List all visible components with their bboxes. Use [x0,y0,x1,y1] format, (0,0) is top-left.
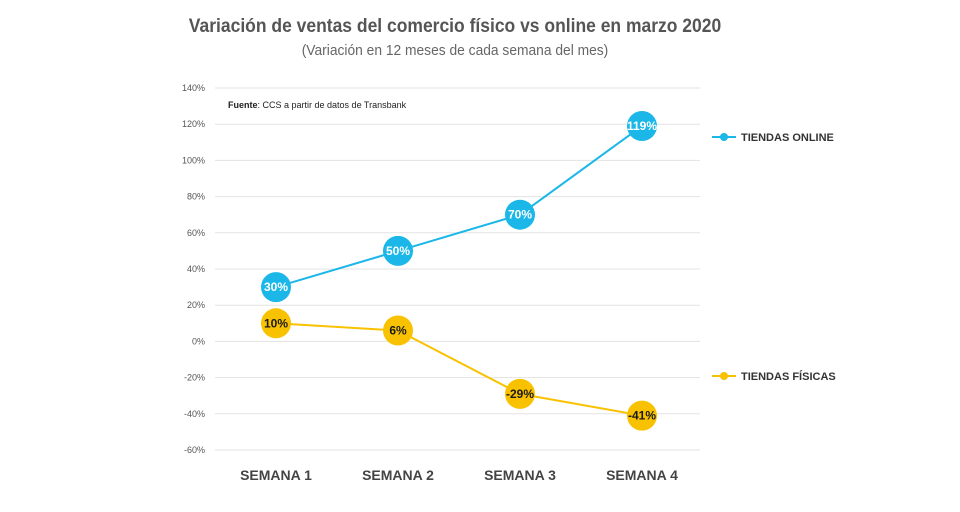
y-tick-label: 0% [192,336,205,346]
y-tick-label: -60% [184,445,205,455]
data-label: 10% [264,316,288,330]
y-axis: 140% 120% 100% 80% 60% 40% 20% 0% -20% -40% -60% [182,83,205,455]
y-tick-label: 140% [182,83,205,93]
data-point [383,235,413,266]
source-text: : CCS a partir de datos de Transbank [258,100,407,110]
data-label: 70% [508,208,532,222]
x-tick-label: SEMANA 1 [240,467,312,483]
data-point [627,111,657,142]
x-tick-label: SEMANA 4 [606,467,678,483]
y-tick-label: 120% [182,119,205,129]
source-note: Fuente: CCS a partir de datos de Transba… [228,100,407,110]
x-tick-label: SEMANA 3 [484,467,556,483]
legend: TIENDAS ONLINE TIENDAS FÍSICAS [712,132,836,383]
legend-label: TIENDAS FÍSICAS [741,370,836,383]
source-label: Fuente [228,100,258,110]
gridlines [215,87,700,451]
x-tick-label: SEMANA 2 [362,467,434,483]
data-point [505,378,535,409]
data-point [383,315,413,346]
y-tick-label: 100% [182,155,205,165]
series-line [275,322,643,417]
data-label: 50% [386,244,410,258]
data-label: 30% [264,280,288,294]
chart-subtitle: (Variación en 12 meses de cada semana de… [301,42,609,59]
data-point [505,199,535,230]
y-tick-label: -40% [184,409,205,419]
data-label: -41% [628,409,656,423]
x-axis: SEMANA 1 SEMANA 2 SEMANA 3 SEMANA 4 [240,467,678,483]
data-label: 6% [389,324,407,338]
y-tick-label: 80% [187,192,205,202]
legend-marker [720,133,728,141]
y-tick-label: 60% [187,228,205,238]
data-label: -29% [506,387,534,401]
y-tick-label: 40% [187,264,205,274]
series-group: 30% 50% 70% 119% 10% 6% -29% -41% [261,111,657,431]
legend-marker [720,372,728,380]
series-line [275,125,643,289]
data-point [261,308,291,339]
y-tick-label: 20% [187,300,205,310]
data-label: 119% [627,119,657,133]
legend-label: TIENDAS ONLINE [741,132,834,144]
y-tick-label: -20% [184,373,205,383]
data-point [627,400,657,431]
data-point [261,272,291,303]
chart-title: Variación de ventas del comercio físico … [188,16,722,37]
